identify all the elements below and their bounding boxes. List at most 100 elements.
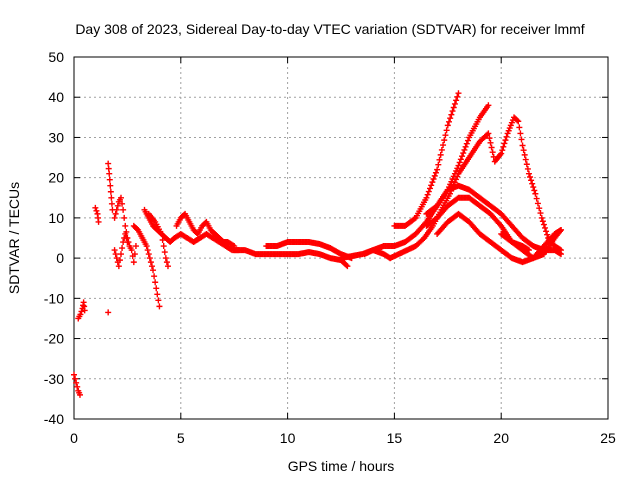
- data-point: [114, 202, 121, 209]
- plot-frame: [73, 56, 609, 420]
- data-point: [533, 195, 540, 202]
- data-point: [461, 146, 468, 153]
- data-point: [132, 243, 139, 250]
- data-point: [440, 142, 447, 149]
- data-point: [105, 160, 112, 167]
- y-tick-label: -30: [44, 371, 64, 387]
- data-point: [105, 309, 112, 316]
- data-point: [503, 133, 510, 140]
- data-point: [107, 188, 114, 195]
- data-point: [116, 257, 123, 264]
- data-point: [462, 143, 469, 150]
- data-point: [515, 118, 522, 125]
- data-point: [455, 90, 462, 97]
- data-point: [71, 371, 77, 378]
- data-point: [119, 200, 126, 207]
- data-point: [501, 140, 508, 147]
- data-point: [544, 231, 551, 238]
- data-point: [540, 221, 547, 228]
- series-arc-12: [231, 247, 351, 270]
- data-point: [484, 131, 491, 138]
- data-point: [436, 156, 443, 163]
- data-point: [536, 205, 543, 212]
- data-point: [432, 169, 439, 176]
- y-tick-label: 30: [48, 129, 64, 145]
- data-point: [161, 249, 168, 256]
- series-arc-1: [71, 371, 83, 398]
- data-point: [130, 259, 137, 266]
- data-point: [455, 162, 462, 169]
- data-point: [119, 245, 126, 252]
- data-point: [541, 224, 548, 231]
- data-point: [425, 188, 432, 195]
- data-point: [148, 263, 155, 270]
- data-point: [117, 251, 124, 258]
- data-point: [134, 225, 141, 232]
- data-point: [520, 147, 527, 154]
- data-point: [537, 210, 544, 217]
- data-point: [93, 207, 100, 214]
- data-point: [107, 182, 114, 189]
- data-point: [151, 273, 158, 280]
- data-point: [524, 165, 531, 172]
- data-point: [150, 267, 157, 274]
- data-point: [144, 247, 151, 254]
- data-point: [344, 263, 351, 270]
- data-point: [128, 247, 135, 254]
- series-arc-13: [263, 239, 355, 262]
- data-point: [441, 137, 448, 144]
- series-arc-7: [111, 230, 131, 270]
- x-tick-label: 0: [70, 430, 78, 446]
- series-arc-21: [498, 230, 532, 254]
- data-point: [451, 100, 458, 107]
- data-point: [502, 137, 509, 144]
- data-point: [122, 222, 129, 229]
- data-point: [464, 137, 471, 144]
- data-point: [112, 210, 119, 217]
- data-point: [460, 150, 467, 157]
- data-point: [450, 104, 457, 111]
- data-point: [111, 214, 118, 221]
- data-point: [437, 151, 444, 158]
- data-point: [454, 93, 461, 100]
- x-tick-label: 20: [493, 430, 509, 446]
- x-tick-label: 25: [600, 430, 616, 446]
- data-point: [539, 218, 546, 225]
- data-point: [431, 172, 438, 179]
- series-arc-17: [391, 90, 462, 229]
- series-arc-8: [130, 222, 163, 310]
- data-point: [423, 194, 430, 201]
- data-point: [448, 111, 455, 118]
- data-point: [145, 251, 152, 258]
- y-axis-label: SDTVAR / TECUs: [6, 182, 22, 294]
- data-point: [156, 303, 163, 310]
- data-point: [543, 228, 550, 235]
- data-point: [453, 97, 460, 104]
- data-point: [113, 255, 120, 262]
- series-arc-3: [92, 204, 102, 225]
- series-arc-18: [423, 102, 492, 217]
- data-point: [514, 117, 521, 124]
- data-point: [449, 185, 456, 192]
- data-point: [450, 182, 457, 189]
- data-point: [147, 259, 154, 266]
- y-tick-label: 0: [56, 250, 64, 266]
- data-point: [443, 127, 450, 134]
- data-point: [449, 108, 456, 115]
- data-point: [517, 130, 524, 137]
- data-point: [530, 184, 537, 191]
- data-point: [108, 200, 115, 207]
- data-point: [445, 118, 452, 125]
- data-point: [152, 279, 159, 286]
- data-point: [424, 191, 431, 198]
- data-point: [108, 194, 115, 201]
- data-point: [427, 185, 433, 192]
- data-point: [529, 180, 536, 187]
- data-point: [518, 136, 525, 143]
- data-point: [499, 147, 506, 154]
- data-point: [155, 297, 162, 304]
- data-point: [522, 156, 529, 163]
- data-point: [115, 263, 122, 270]
- y-tick-label: 50: [48, 49, 64, 65]
